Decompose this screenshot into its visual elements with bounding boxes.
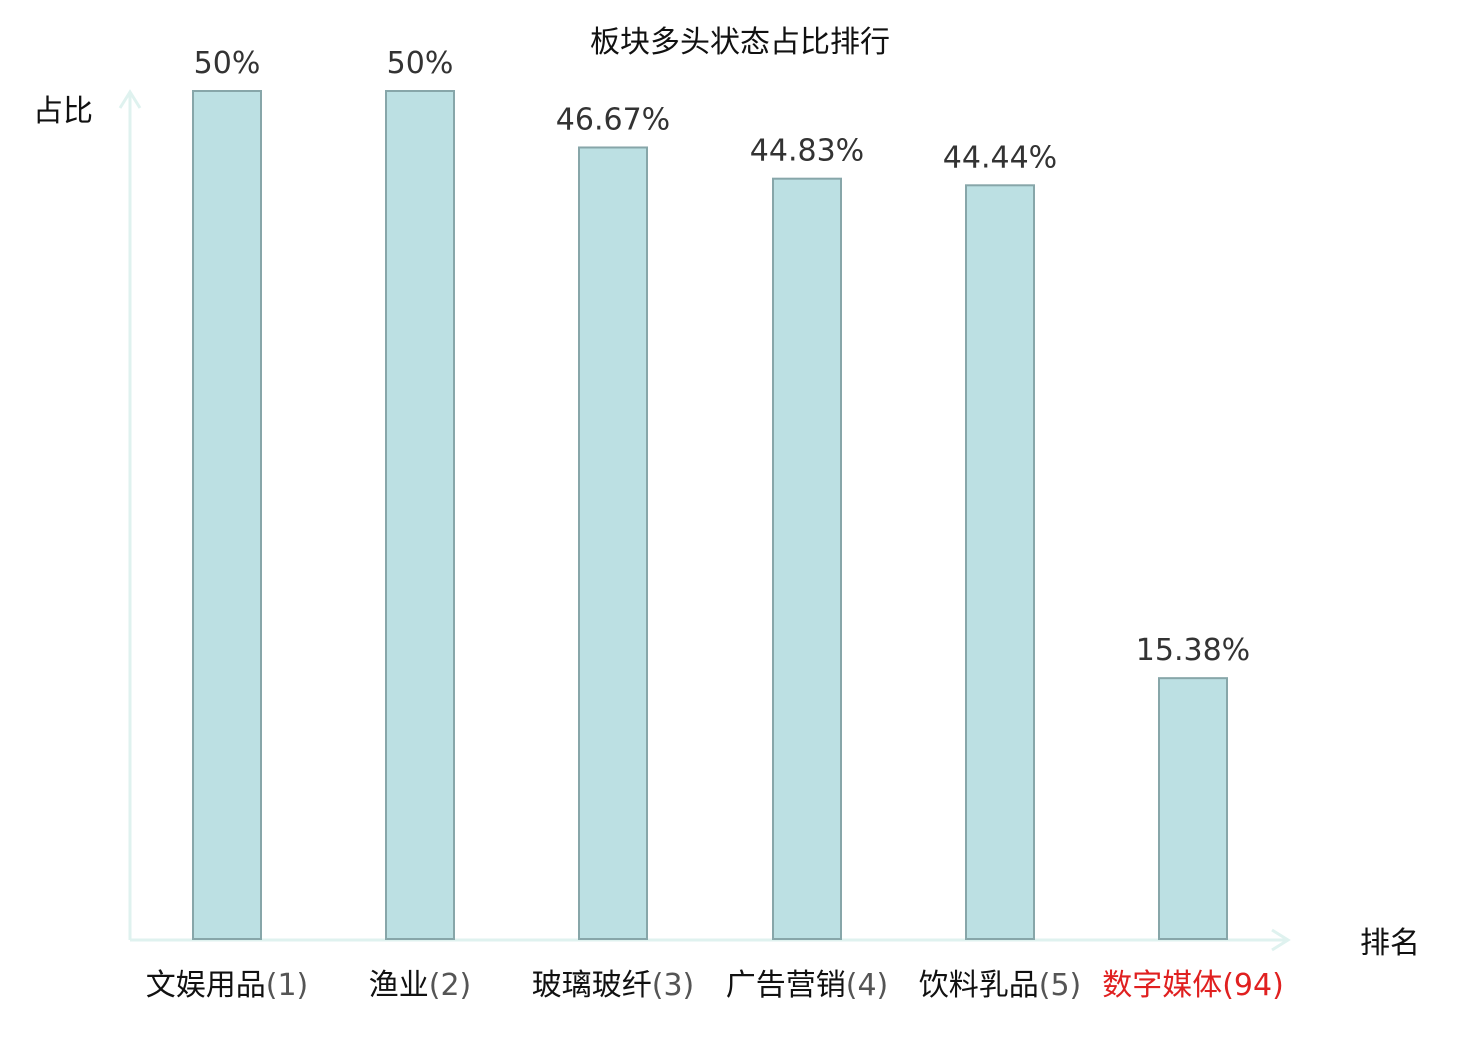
category-name: 广告营销 [726, 968, 846, 1003]
bar [965, 184, 1035, 940]
category-rank: (4) [846, 968, 889, 1003]
value-label: 44.83% [750, 134, 864, 169]
category-name: 饮料乳品 [919, 968, 1039, 1003]
category-rank: (3) [652, 968, 695, 1003]
category-rank: (1) [266, 968, 309, 1003]
bar [385, 90, 455, 940]
value-label: 50% [387, 46, 454, 81]
category-name: 玻璃玻纤 [532, 968, 652, 1003]
value-labels: 50% 50% 46.67% 44.83% 44.44% 15.38% [194, 46, 1251, 668]
chart-title: 板块多头状态占比排行 [590, 25, 890, 60]
x-axis [130, 928, 1291, 952]
bar [578, 146, 648, 940]
value-label: 50% [194, 46, 261, 81]
category-rank: (2) [429, 968, 472, 1003]
category-rank: (5) [1039, 968, 1082, 1003]
bar [1158, 677, 1228, 940]
x-axis-arrow [1271, 928, 1291, 952]
category-name: 数字媒体 [1102, 968, 1222, 1003]
x-axis-title: 排名 [1360, 926, 1420, 961]
bar [192, 90, 262, 940]
value-label: 46.67% [556, 102, 670, 137]
y-axis [118, 89, 142, 940]
category-rank: (94) [1222, 968, 1284, 1003]
category-labels: 文娱用品(1) 渔业(2) 玻璃玻纤(3) 广告营销(4) 饮料乳品(5) 数字媒体(94… [146, 968, 1284, 1003]
y-axis-arrow [118, 89, 142, 109]
category-label: 数字媒体(94) [1102, 968, 1284, 1003]
category-name: 渔业 [369, 968, 429, 1003]
bar [772, 177, 842, 940]
value-label: 15.38% [1136, 633, 1250, 668]
bars [192, 90, 1228, 940]
category-name: 文娱用品 [146, 968, 266, 1003]
y-axis-title: 占比 [33, 94, 93, 129]
category-label: 渔业(2) [369, 968, 472, 1003]
category-label: 玻璃玻纤(3) [532, 968, 695, 1003]
category-label: 饮料乳品(5) [919, 968, 1082, 1003]
value-label: 44.44% [943, 140, 1057, 175]
category-label: 文娱用品(1) [146, 968, 309, 1003]
category-label: 广告营销(4) [726, 968, 889, 1003]
